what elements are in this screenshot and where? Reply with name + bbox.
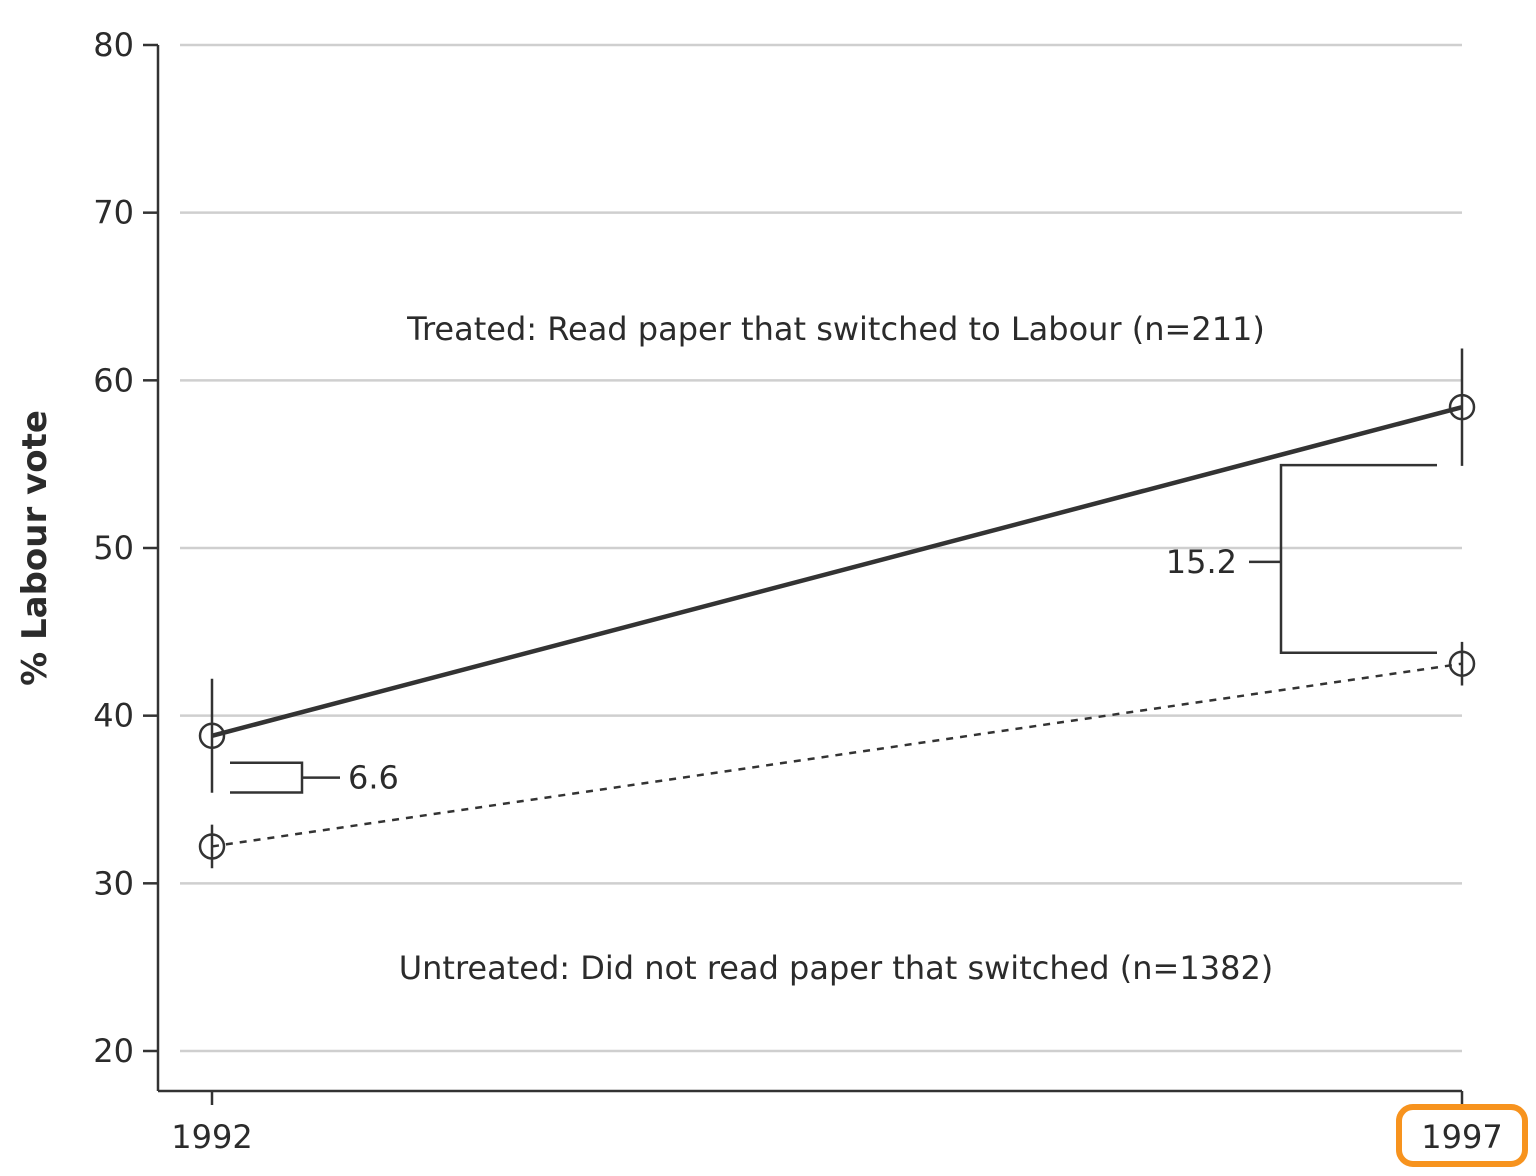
y-tick-label-60: 60 bbox=[93, 361, 134, 399]
series-line-1 bbox=[211, 662, 1463, 848]
x-tick-label-1992: 1992 bbox=[171, 1118, 252, 1156]
x-tick-highlight-box bbox=[1396, 1104, 1528, 1167]
data-point-0-1 bbox=[1448, 393, 1476, 421]
x-tick-label-1997: 1997 bbox=[1421, 1118, 1502, 1156]
y-tick-label-40: 40 bbox=[93, 697, 134, 735]
y-ticks: 20 30 40 50 60 70 80 bbox=[93, 26, 158, 1070]
y-tick-label-30: 30 bbox=[93, 864, 134, 902]
data-point-1-0 bbox=[198, 833, 226, 860]
y-tick-label-70: 70 bbox=[93, 194, 134, 232]
annotations: 6.6 15.2 bbox=[230, 463, 1437, 797]
y-tick-label-50: 50 bbox=[93, 529, 134, 567]
difference-bracket-1997 bbox=[1249, 463, 1437, 654]
axes bbox=[156, 45, 1462, 1093]
series-label-untreated: Untreated: Did not read paper that switc… bbox=[399, 949, 1274, 987]
difference-bracket-1992 bbox=[230, 761, 340, 794]
data-point-0-0 bbox=[198, 722, 226, 750]
series-line-0 bbox=[211, 404, 1463, 738]
gridlines bbox=[180, 43, 1462, 1053]
difference-label-1992: 6.6 bbox=[348, 759, 399, 797]
x-ticks: 1992 1997 bbox=[171, 1091, 1528, 1167]
data-point-1-1 bbox=[1448, 650, 1476, 677]
y-tick-label-80: 80 bbox=[93, 26, 134, 64]
y-tick-label-20: 20 bbox=[93, 1032, 134, 1070]
y-axis-label: % Labour vote bbox=[15, 410, 55, 686]
difference-label-1997: 15.2 bbox=[1166, 543, 1237, 581]
series-label-treated: Treated: Read paper that switched to Lab… bbox=[406, 310, 1265, 348]
series bbox=[198, 348, 1476, 869]
